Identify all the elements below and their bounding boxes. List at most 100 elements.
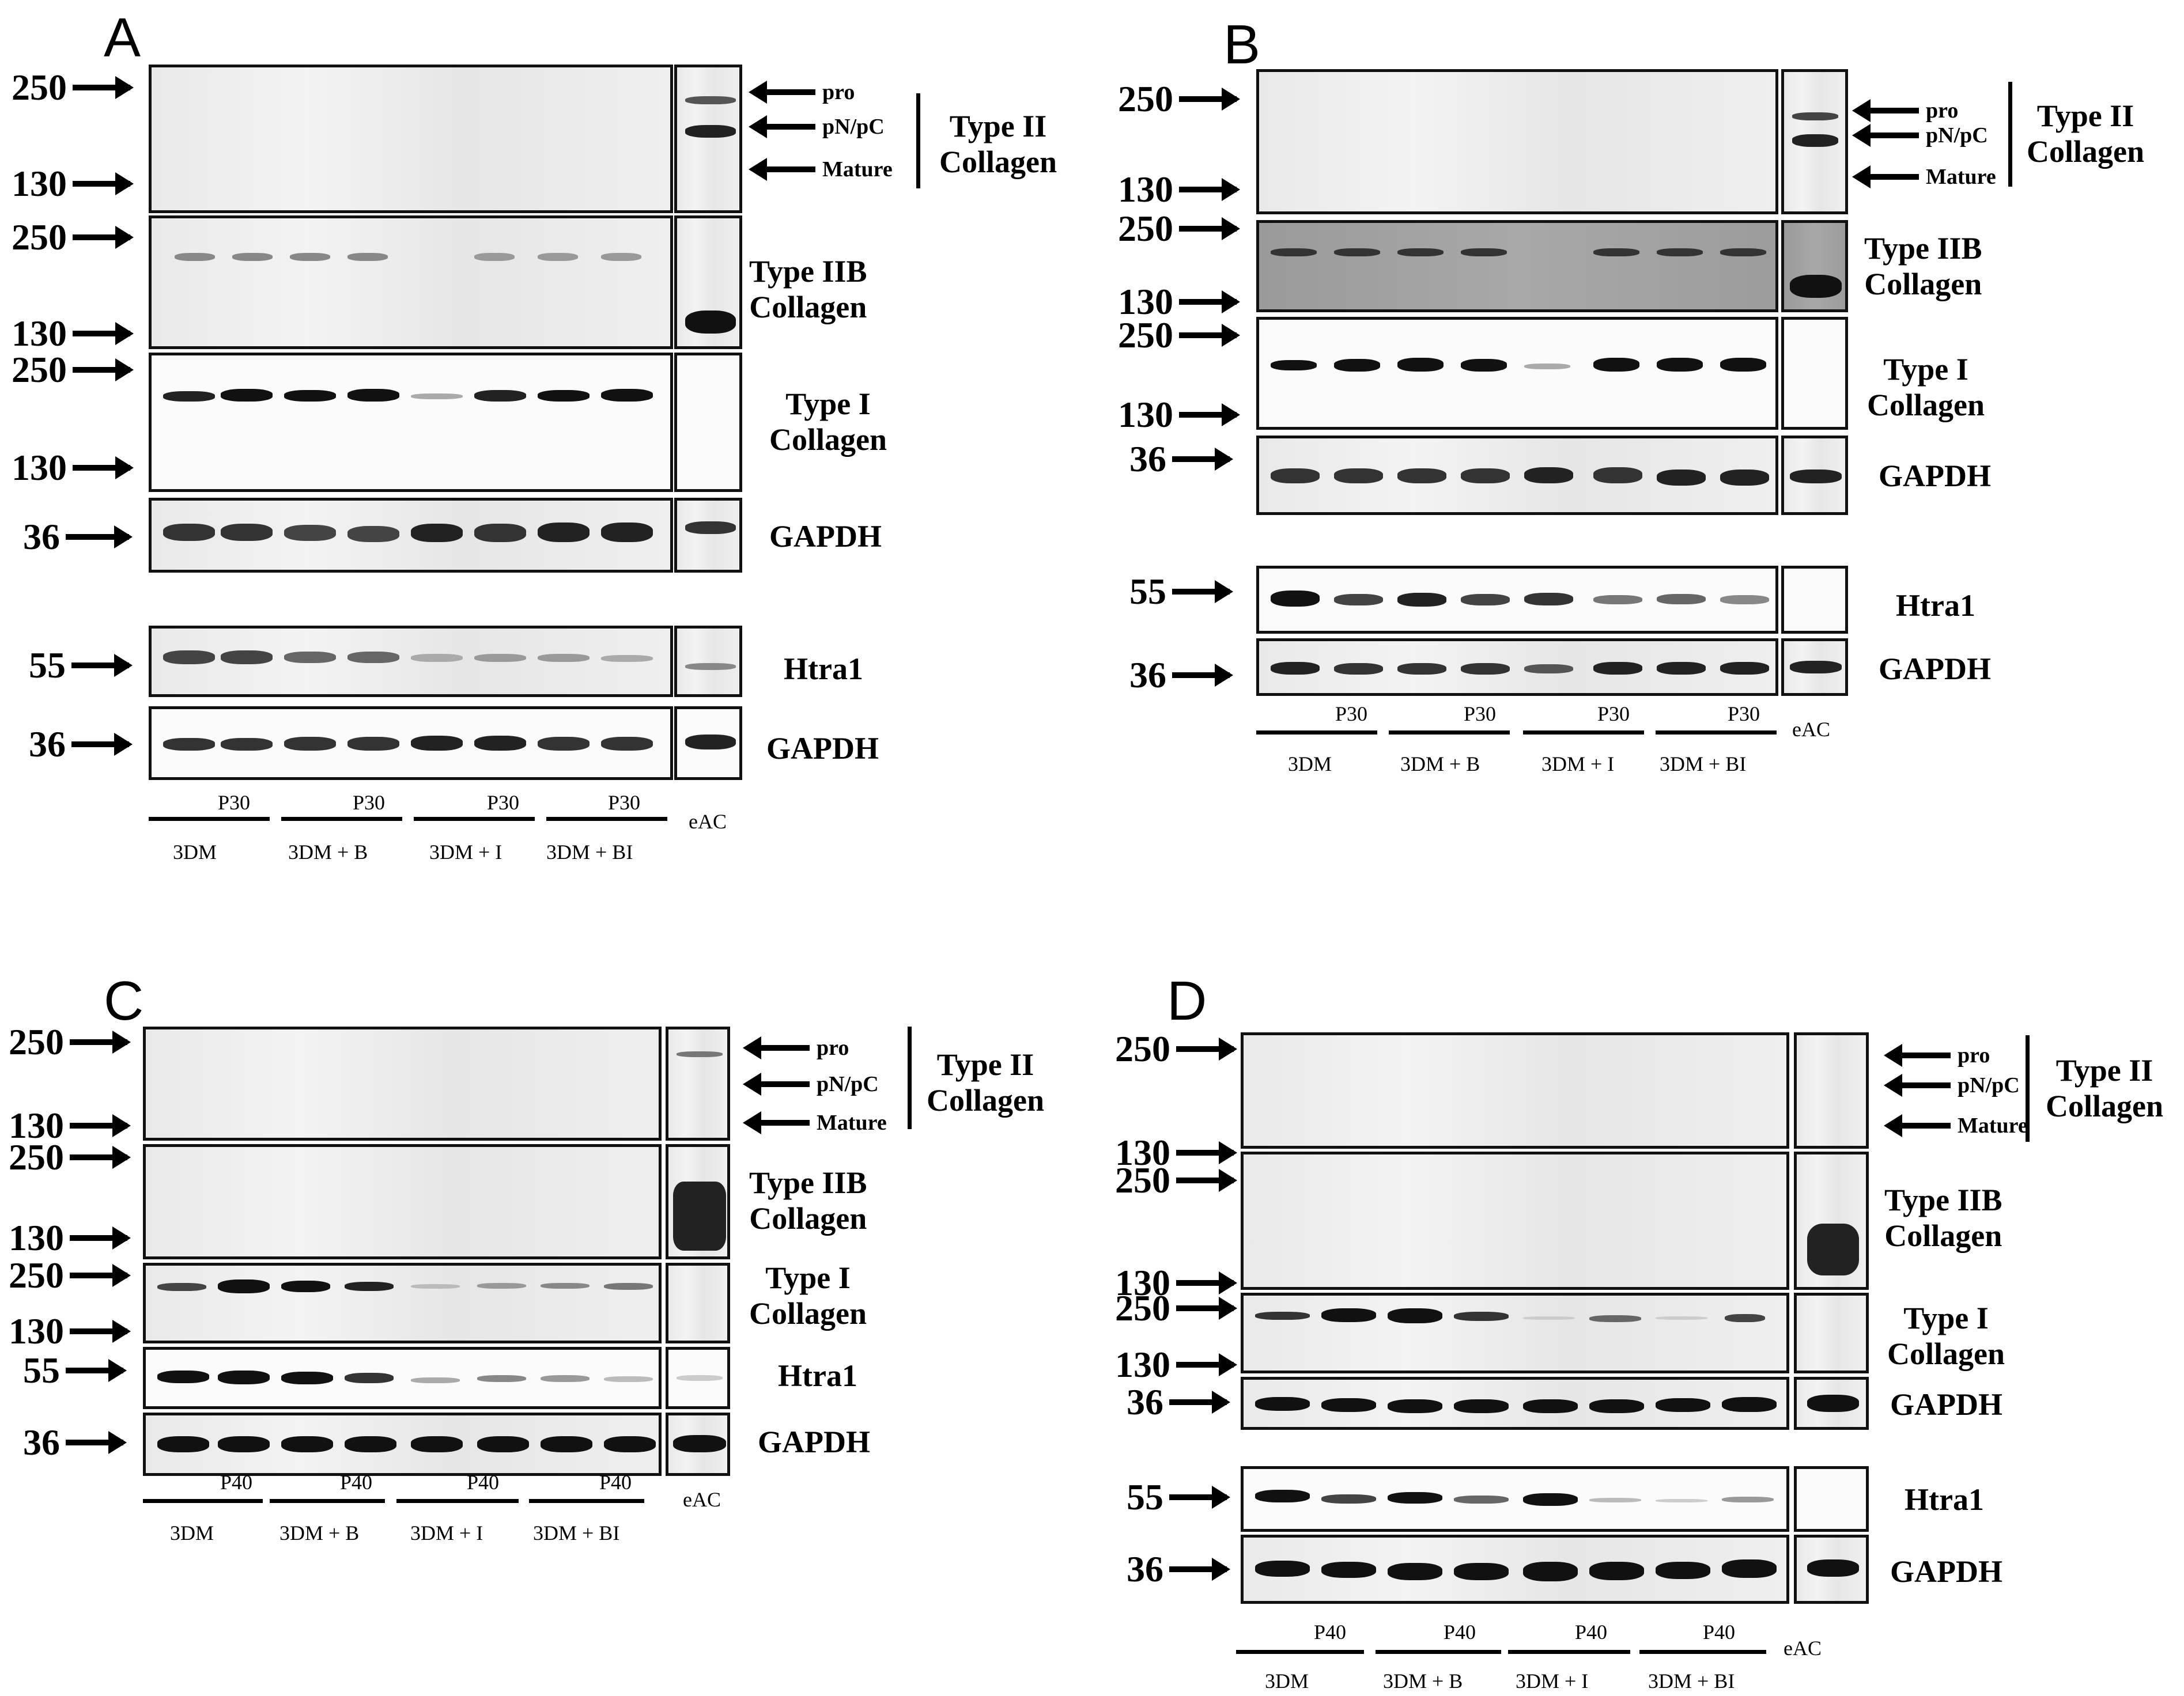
mw-marker-55: 55 — [29, 644, 133, 687]
bracket-bar — [2008, 82, 2012, 187]
mw-marker-36: 36 — [23, 1421, 127, 1464]
passage-label: P30 — [1728, 702, 1760, 725]
type-ii-collagen-label: Type II Collagen — [2027, 99, 2145, 169]
panel-letter: D — [1167, 970, 1207, 1032]
eac-gapdh-blot-2 — [1781, 638, 1848, 696]
left-arrow-icon — [1852, 165, 1919, 188]
group-label: 3DM + BI — [1648, 1670, 1735, 1693]
type-ii-collagen-label: Type II Collagen — [939, 109, 1057, 180]
type-ii-collagen-blot — [1256, 69, 1778, 214]
arrow-icon — [73, 76, 134, 99]
group-label: 3DM + I — [1516, 1670, 1589, 1693]
arrow-icon — [73, 456, 134, 479]
gapdh-label: GAPDH — [766, 731, 879, 766]
group-label: 3DM — [1265, 1670, 1309, 1693]
passage-label: P40 — [340, 1471, 373, 1494]
arrow-icon — [1176, 1169, 1237, 1192]
group-label: 3DM + BI — [533, 1521, 620, 1544]
form-label-mature: Mature — [743, 1110, 887, 1135]
form-label-pnpc: pN/pC — [1884, 1073, 2020, 1098]
lane-bar — [1656, 730, 1777, 735]
eac-type-iib-collagen-blot — [674, 215, 742, 349]
mw-marker-36: 36 — [1129, 654, 1233, 696]
arrow-icon — [73, 172, 134, 195]
lane-bar — [270, 1499, 385, 1503]
left-arrow-icon — [1852, 99, 1919, 122]
arrow-icon — [1169, 1486, 1230, 1509]
passage-label: P30 — [218, 791, 251, 814]
type-i-collagen-label: Type I Collagen — [1887, 1301, 2005, 1372]
lane-bar — [1523, 730, 1644, 735]
bracket-bar — [908, 1027, 912, 1129]
type-i-collagen-blot — [1256, 317, 1778, 430]
type-iib-collagen-blot — [149, 215, 673, 349]
arrow-icon — [70, 1114, 131, 1137]
left-arrow-icon — [749, 115, 815, 138]
eac-type-iib-collagen-blot — [1781, 220, 1848, 312]
passage-label: P40 — [1444, 1621, 1476, 1644]
panel-a: A — [0, 0, 1092, 864]
gapdh-blot-2 — [149, 706, 673, 780]
passage-label: P40 — [1703, 1621, 1736, 1644]
type-ii-collagen-label: Type II Collagen — [2046, 1053, 2164, 1124]
lane-bar — [281, 817, 402, 821]
gapdh-label: GAPDH — [1879, 652, 1991, 686]
panel-letter: B — [1223, 14, 1261, 75]
type-ii-collagen-blot — [1241, 1032, 1789, 1149]
mw-marker-130: 130 — [1115, 1262, 1237, 1304]
form-label-mature: Mature — [749, 157, 893, 182]
gapdh-label: GAPDH — [769, 519, 882, 554]
passage-label: P30 — [1335, 702, 1368, 725]
left-arrow-icon — [1852, 124, 1919, 147]
mw-marker-130: 130 — [12, 446, 134, 489]
mw-marker-130: 130 — [1115, 1343, 1237, 1386]
arrow-icon — [1172, 580, 1233, 603]
type-iib-collagen-blot — [1241, 1152, 1789, 1290]
mw-marker-250: 250 — [12, 349, 134, 391]
mw-marker-130: 130 — [12, 162, 134, 205]
lane-bar — [529, 1499, 644, 1503]
mw-marker-130: 130 — [1118, 168, 1240, 211]
left-arrow-icon — [749, 81, 815, 104]
left-arrow-icon — [743, 1036, 810, 1059]
arrow-icon — [70, 1320, 131, 1343]
passage-label: P40 — [599, 1471, 632, 1494]
form-label-pro: pro — [1884, 1043, 1990, 1068]
arrow-icon — [1179, 88, 1240, 111]
eac-type-i-collagen-blot — [666, 1263, 730, 1343]
type-iib-collagen-label: Type IIB Collagen — [1884, 1183, 2002, 1254]
mw-marker-250: 250 — [1115, 1028, 1237, 1070]
eac-type-i-collagen-blot — [674, 353, 742, 492]
mw-marker-36: 36 — [1127, 1381, 1230, 1424]
arrow-icon — [1176, 1271, 1237, 1294]
lane-bar — [396, 1499, 519, 1503]
gapdh-blot — [1256, 436, 1778, 515]
arrow-icon — [73, 358, 134, 381]
left-arrow-icon — [1884, 1074, 1951, 1097]
left-arrow-icon — [1884, 1044, 1951, 1067]
type-iib-collagen-blot — [1256, 220, 1778, 312]
arrow-icon — [1176, 1141, 1237, 1164]
panel-letter: C — [104, 970, 144, 1032]
arrow-icon — [1179, 217, 1240, 240]
group-label: 3DM + I — [429, 841, 502, 864]
arrow-icon — [1179, 178, 1240, 201]
lane-bar — [1376, 1650, 1501, 1654]
arrow-icon — [71, 733, 133, 756]
arrow-icon — [1176, 1297, 1237, 1320]
passage-label: P40 — [467, 1471, 500, 1494]
form-label-pnpc: pN/pC — [749, 114, 885, 139]
arrow-icon — [1172, 448, 1233, 471]
group-label: 3DM + I — [410, 1521, 483, 1544]
eac-type-ii-collagen-blot — [674, 65, 742, 213]
arrow-icon — [70, 1226, 131, 1250]
eac-gapdh-blot — [674, 498, 742, 573]
eac-htra1-blot — [666, 1347, 730, 1409]
arrow-icon — [66, 525, 133, 548]
lane-bar — [546, 817, 667, 821]
bracket-bar — [2026, 1035, 2030, 1142]
arrow-icon — [71, 654, 133, 677]
gapdh-blot — [143, 1413, 662, 1476]
htra1-label: Htra1 — [1896, 588, 1975, 623]
mw-marker-250: 250 — [9, 1254, 131, 1297]
